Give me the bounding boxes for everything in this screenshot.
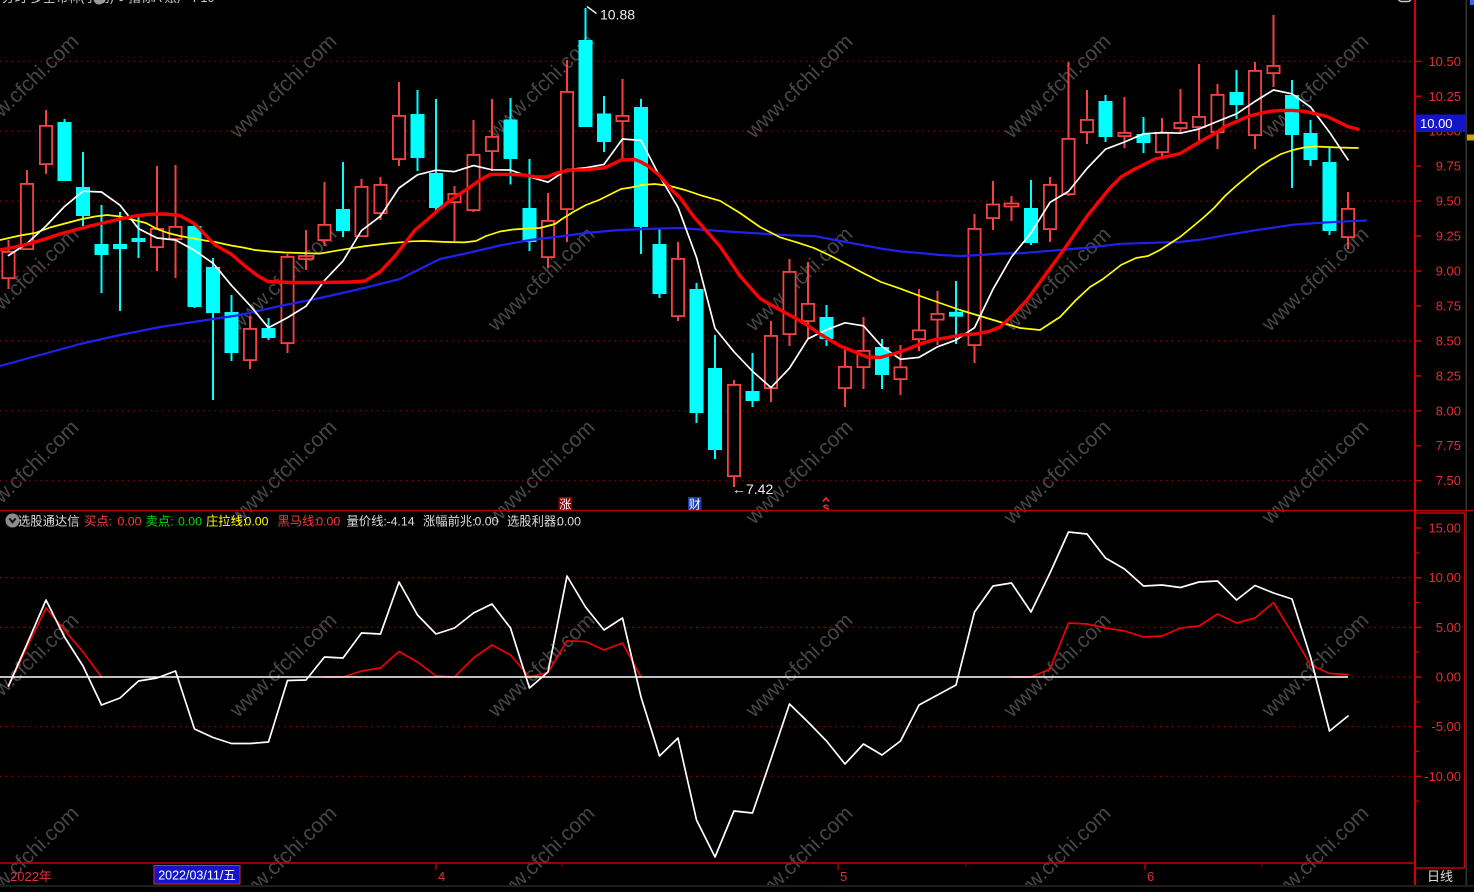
svg-text:2022年: 2022年 [10, 869, 52, 884]
svg-text:9.25: 9.25 [1436, 229, 1461, 244]
svg-text:-4.14: -4.14 [387, 515, 415, 529]
svg-text:涨幅前兆:: 涨幅前兆: [423, 514, 476, 529]
svg-text:8.75: 8.75 [1436, 298, 1461, 313]
svg-text:0.00: 0.00 [316, 515, 340, 529]
svg-text:5: 5 [840, 869, 847, 884]
svg-text:5.00: 5.00 [1436, 620, 1461, 635]
svg-text:财: 财 [689, 498, 701, 512]
svg-text:9.50: 9.50 [1436, 194, 1461, 209]
svg-text:买点:: 买点: [84, 515, 112, 529]
svg-text:-10.00: -10.00 [1424, 769, 1461, 784]
svg-text:8.00: 8.00 [1436, 403, 1461, 418]
svg-text:7.50: 7.50 [1436, 473, 1461, 488]
svg-text:s: s [823, 501, 830, 515]
svg-text:分时 多空布林(手动) ● 指标A 账户 F10: 分时 多空布林(手动) ● 指标A 账户 F10 [2, 0, 214, 5]
svg-text:日线: 日线 [1427, 869, 1453, 884]
svg-text:10.50: 10.50 [1428, 54, 1461, 69]
svg-text:4: 4 [438, 869, 445, 884]
svg-text:8.25: 8.25 [1436, 368, 1461, 383]
svg-text:0.00: 0.00 [118, 515, 142, 529]
svg-text:0.00: 0.00 [245, 515, 269, 529]
svg-text:0.00: 0.00 [475, 515, 499, 529]
svg-text:0.00: 0.00 [178, 515, 202, 529]
svg-text:-5.00: -5.00 [1431, 719, 1461, 734]
svg-text:10.88: 10.88 [600, 7, 635, 23]
svg-text:量价线:: 量价线: [347, 515, 387, 529]
svg-text:15.00: 15.00 [1428, 521, 1461, 536]
svg-text:10.00: 10.00 [1428, 570, 1461, 585]
svg-text:涨: 涨 [559, 497, 571, 512]
svg-text:庄拉线:: 庄拉线: [206, 514, 246, 529]
svg-text:10.25: 10.25 [1428, 89, 1461, 104]
svg-text:7.75: 7.75 [1436, 438, 1461, 453]
svg-text:9.00: 9.00 [1436, 264, 1461, 279]
svg-text:10.00: 10.00 [1420, 116, 1453, 131]
svg-text:黑马线:: 黑马线: [278, 515, 318, 529]
svg-text:←7.42: ←7.42 [732, 481, 773, 497]
svg-text:卖点:: 卖点: [146, 515, 174, 529]
svg-text:0.00: 0.00 [1436, 670, 1461, 685]
svg-text:0.00: 0.00 [557, 515, 581, 529]
svg-text:9.75: 9.75 [1436, 159, 1461, 174]
svg-text:选股利器:: 选股利器: [507, 515, 560, 529]
svg-text:6: 6 [1147, 869, 1154, 884]
svg-text:8.50: 8.50 [1436, 333, 1461, 348]
svg-text:选股通达信: 选股通达信 [18, 515, 80, 529]
svg-text:2022/03/11/五: 2022/03/11/五 [158, 869, 236, 883]
